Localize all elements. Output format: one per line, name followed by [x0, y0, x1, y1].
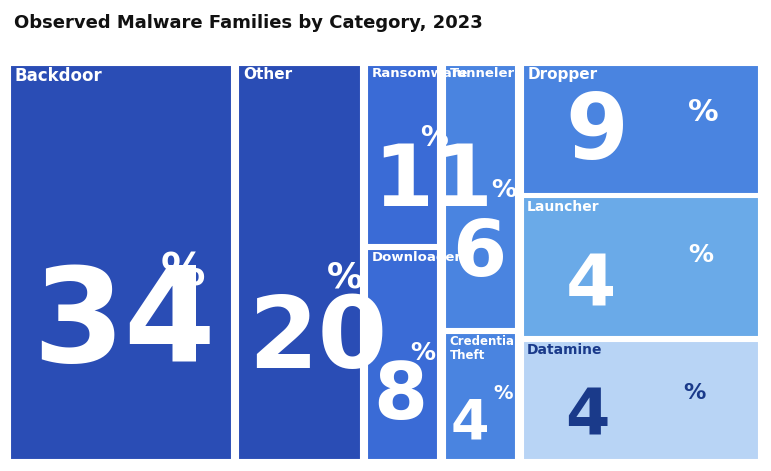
Text: %: %	[493, 384, 513, 403]
Text: 4: 4	[451, 396, 490, 450]
Text: 20: 20	[248, 292, 387, 389]
Text: %: %	[491, 178, 516, 202]
Text: 11: 11	[373, 141, 493, 224]
Text: Datamine: Datamine	[527, 343, 603, 357]
Text: 8: 8	[373, 359, 427, 435]
Text: Credential
Theft: Credential Theft	[449, 335, 519, 362]
Bar	[445, 65, 516, 329]
Text: 34: 34	[32, 262, 216, 389]
Text: 4: 4	[565, 251, 616, 320]
Text: 6: 6	[452, 216, 507, 292]
Text: %: %	[420, 123, 448, 152]
Text: %: %	[160, 251, 205, 294]
Text: Observed Malware Families by Category, 2023: Observed Malware Families by Category, 2…	[14, 14, 483, 32]
Text: Ransomware: Ransomware	[372, 67, 468, 80]
Text: %: %	[410, 341, 435, 365]
Text: %: %	[689, 97, 719, 127]
Text: Downloader: Downloader	[372, 252, 462, 264]
Bar	[10, 65, 231, 460]
Text: 9: 9	[565, 90, 628, 178]
Bar	[523, 65, 759, 194]
Text: Other: Other	[243, 67, 292, 82]
Text: %: %	[689, 243, 713, 267]
Text: Launcher: Launcher	[527, 200, 600, 214]
Text: Dropper: Dropper	[527, 67, 598, 82]
Bar	[238, 65, 361, 460]
Text: 4: 4	[565, 386, 610, 448]
Bar	[368, 65, 438, 245]
Bar	[368, 249, 438, 460]
Text: Backdoor: Backdoor	[15, 67, 103, 85]
Bar	[523, 341, 759, 460]
Text: %: %	[326, 260, 362, 294]
Bar	[523, 197, 759, 337]
Text: %: %	[684, 383, 706, 403]
Text: Tunneler: Tunneler	[449, 67, 515, 80]
Bar	[445, 333, 516, 460]
